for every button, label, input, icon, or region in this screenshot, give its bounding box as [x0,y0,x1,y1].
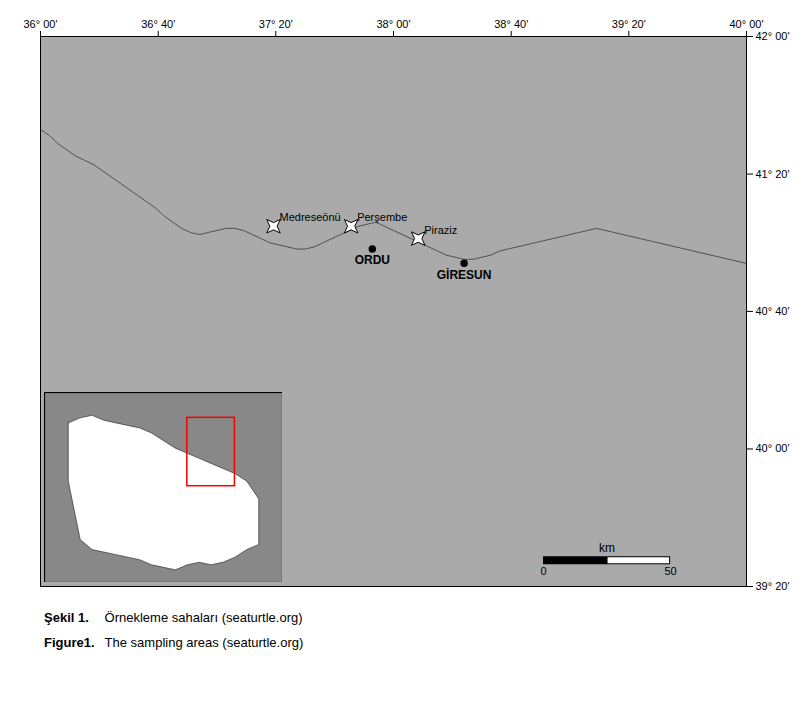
svg-text:Piraziz: Piraziz [424,224,457,236]
html-text:Şekil 1.: Şekil 1. [44,610,89,625]
html-text:Örnekleme sahaları (seaturtle.: Örnekleme sahaları (seaturtle.org) [104,610,303,625]
svg-text:38° 40': 38° 40' [494,18,528,30]
html-text:Figure1.: Figure1. [44,635,95,650]
svg-text:Perşembe: Perşembe [357,211,407,223]
svg-text:42° 00': 42° 00' [756,30,790,42]
svg-text:37° 20': 37° 20' [259,18,293,30]
svg-text:Medreseönü: Medreseönü [279,211,340,223]
svg-text:39° 20': 39° 20' [756,580,790,592]
svg-text:36° 00': 36° 00' [23,18,57,30]
svg-text:40° 00': 40° 00' [729,18,763,30]
svg-text:40° 40': 40° 40' [756,305,790,317]
svg-text:km: km [599,541,615,555]
svg-text:41° 20': 41° 20' [756,168,790,180]
svg-text:ORDU: ORDU [355,253,390,267]
html-text:The sampling areas (seaturtle.: The sampling areas (seaturtle.org) [104,635,304,650]
svg-text:36° 40': 36° 40' [141,18,175,30]
svg-text:GİRESUN: GİRESUN [437,267,492,282]
svg-text:50: 50 [664,565,676,577]
svg-text:40° 00': 40° 00' [756,442,790,454]
svg-text:39° 20': 39° 20' [612,18,646,30]
svg-text:0: 0 [540,565,546,577]
svg-text:38° 00': 38° 00' [376,18,410,30]
